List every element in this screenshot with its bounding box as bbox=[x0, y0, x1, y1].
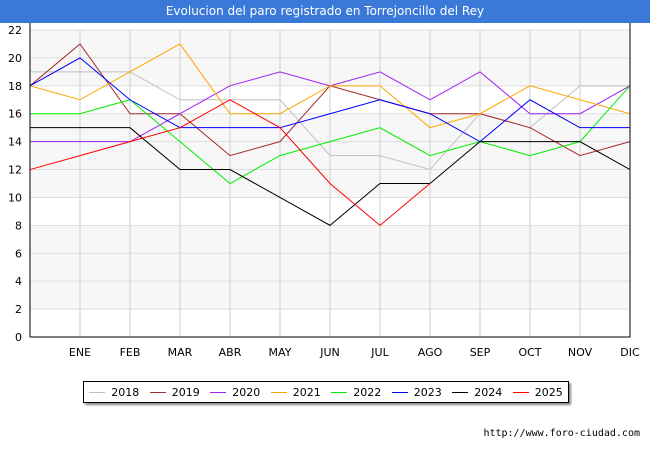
legend-item-2022: 2022 bbox=[331, 386, 381, 399]
y-tick-label: 20 bbox=[8, 52, 22, 65]
legend-swatch bbox=[270, 391, 287, 393]
y-tick-label: 16 bbox=[8, 108, 22, 121]
x-tick-label: ABR bbox=[219, 346, 242, 359]
footer-url[interactable]: http://www.foro-ciudad.com bbox=[483, 428, 640, 439]
y-tick-label: 6 bbox=[15, 247, 22, 260]
y-tick-label: 4 bbox=[15, 275, 22, 288]
x-tick-label: FEB bbox=[120, 346, 141, 359]
legend-swatch bbox=[512, 391, 529, 393]
x-tick-label: NOV bbox=[568, 346, 593, 359]
x-tick-label: MAR bbox=[168, 346, 193, 359]
y-tick-label: 10 bbox=[8, 191, 22, 204]
y-tick-label: 22 bbox=[8, 24, 22, 37]
legend-label: 2018 bbox=[111, 385, 140, 399]
y-tick-label: 8 bbox=[15, 219, 22, 232]
y-tick-label: 0 bbox=[15, 331, 22, 344]
legend-label: 2024 bbox=[474, 385, 503, 399]
y-tick-label: 2 bbox=[15, 303, 22, 316]
y-tick-label: 12 bbox=[8, 164, 22, 177]
legend-swatch bbox=[210, 391, 227, 393]
x-tick-label: OCT bbox=[518, 346, 541, 359]
legend-swatch bbox=[149, 391, 166, 393]
chart-title: Evolucion del paro registrado en Torrejo… bbox=[0, 0, 650, 23]
x-tick-label: JUL bbox=[370, 346, 389, 359]
legend-label: 2020 bbox=[232, 385, 261, 399]
x-tick-label: JUN bbox=[319, 346, 340, 359]
legend-swatch bbox=[89, 391, 106, 393]
legend-label: 2019 bbox=[171, 385, 200, 399]
legend-item-2018: 2018 bbox=[89, 386, 139, 399]
x-tick-label: MAY bbox=[269, 346, 292, 359]
legend-item-2024: 2024 bbox=[452, 386, 502, 399]
legend-label: 2025 bbox=[534, 385, 563, 399]
legend-label: 2021 bbox=[292, 385, 321, 399]
legend-item-2019: 2019 bbox=[149, 385, 200, 399]
x-tick-label: DIC bbox=[620, 346, 640, 359]
y-tick-label: 18 bbox=[8, 80, 22, 93]
legend-swatch bbox=[391, 391, 408, 393]
legend-item-2020: 2020 bbox=[210, 386, 260, 399]
legend: 2018 2019 2020 2021 2022 2023 2024 2025 bbox=[83, 381, 569, 403]
legend-label: 2023 bbox=[413, 385, 442, 399]
x-tick-label: AGO bbox=[418, 346, 443, 359]
y-tick-label: 14 bbox=[8, 136, 22, 149]
legend-item-2023: 2023 bbox=[391, 385, 442, 399]
legend-swatch bbox=[331, 391, 348, 393]
x-tick-label: ENE bbox=[69, 346, 91, 359]
legend-item-2025: 2025 bbox=[512, 385, 563, 399]
x-tick-label: SEP bbox=[470, 346, 491, 359]
legend-label: 2022 bbox=[353, 385, 382, 399]
legend-item-2021: 2021 bbox=[270, 385, 321, 399]
legend-swatch bbox=[452, 391, 469, 393]
